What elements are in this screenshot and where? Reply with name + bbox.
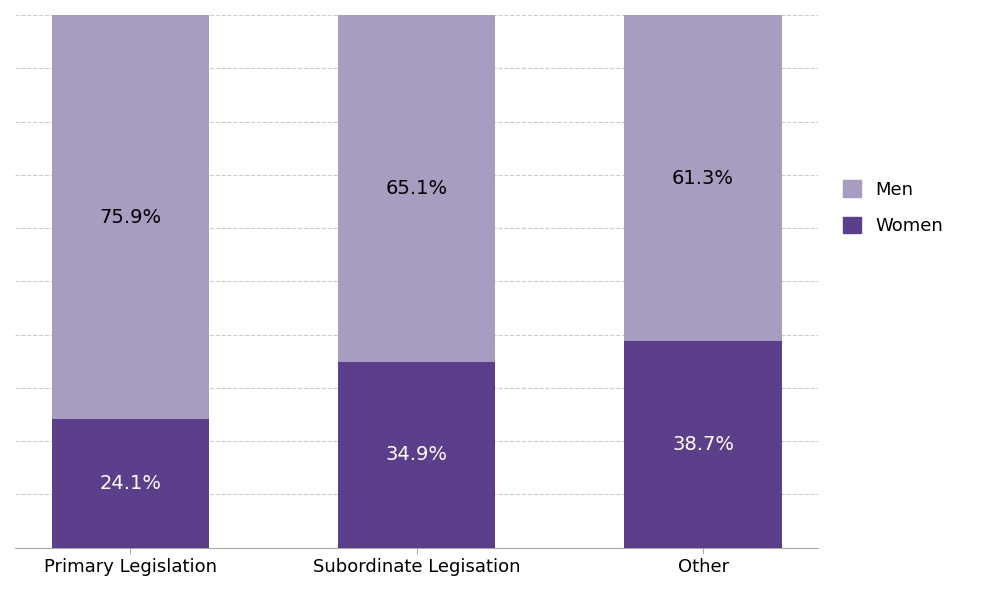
Text: 61.3%: 61.3% <box>672 169 735 188</box>
Text: 75.9%: 75.9% <box>99 207 162 226</box>
Text: 38.7%: 38.7% <box>672 435 735 454</box>
Bar <box>625 342 781 548</box>
Legend: Men, Women: Men, Women <box>835 173 950 242</box>
Text: 65.1%: 65.1% <box>385 179 448 198</box>
Bar <box>52 15 209 419</box>
Bar <box>625 15 781 342</box>
Bar <box>338 15 495 362</box>
Bar <box>52 419 209 548</box>
Text: 24.1%: 24.1% <box>99 474 162 493</box>
Text: 34.9%: 34.9% <box>385 445 448 464</box>
Bar <box>338 362 495 548</box>
